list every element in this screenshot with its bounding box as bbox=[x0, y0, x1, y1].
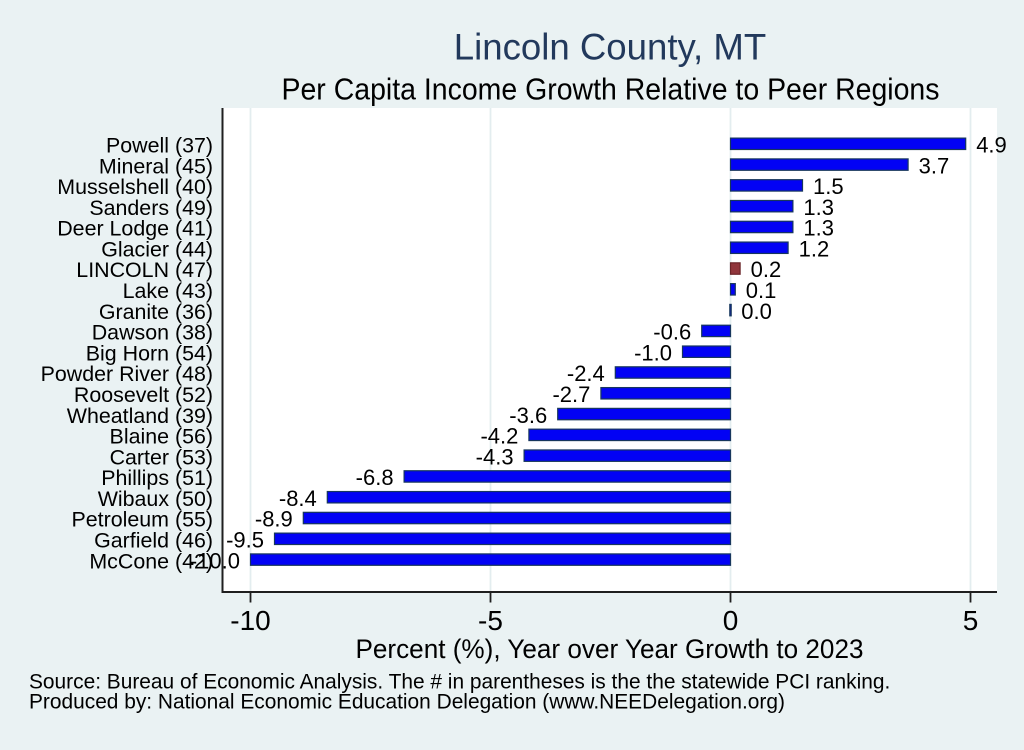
svg-text:-5: -5 bbox=[478, 605, 503, 636]
svg-text:-3.6: -3.6 bbox=[509, 403, 547, 428]
svg-text:Dawson (38): Dawson (38) bbox=[92, 321, 213, 345]
svg-text:McCone (42): McCone (42) bbox=[89, 549, 213, 573]
svg-text:Big Horn (54): Big Horn (54) bbox=[86, 341, 213, 365]
svg-text:0.1: 0.1 bbox=[746, 278, 777, 303]
svg-text:1.3: 1.3 bbox=[803, 195, 834, 220]
svg-text:1.5: 1.5 bbox=[813, 174, 844, 199]
svg-text:Sanders (49): Sanders (49) bbox=[89, 196, 213, 220]
svg-text:Powell (37): Powell (37) bbox=[106, 134, 213, 158]
svg-text:Carter (53): Carter (53) bbox=[110, 445, 213, 469]
svg-text:0.0: 0.0 bbox=[741, 299, 772, 324]
svg-text:5: 5 bbox=[963, 605, 979, 636]
svg-text:-2.7: -2.7 bbox=[552, 382, 590, 407]
svg-text:Musselshell (40): Musselshell (40) bbox=[57, 175, 213, 199]
svg-text:Powder River (48): Powder River (48) bbox=[41, 362, 213, 386]
svg-text:Blaine (56): Blaine (56) bbox=[110, 425, 213, 449]
svg-text:-6.8: -6.8 bbox=[356, 465, 394, 490]
svg-text:Wheatland (39): Wheatland (39) bbox=[67, 404, 213, 428]
svg-text:LINCOLN (47): LINCOLN (47) bbox=[76, 258, 213, 282]
svg-text:Roosevelt (52): Roosevelt (52) bbox=[74, 383, 213, 407]
svg-text:Garfield (46): Garfield (46) bbox=[94, 529, 213, 553]
svg-text:Percent (%), Year over Year Gr: Percent (%), Year over Year Growth to 20… bbox=[356, 634, 864, 664]
svg-text:0: 0 bbox=[723, 605, 739, 636]
svg-text:Per Capita Income Growth Relat: Per Capita Income Growth Relative to Pee… bbox=[282, 71, 940, 106]
svg-text:-4.3: -4.3 bbox=[476, 444, 514, 469]
svg-text:-10: -10 bbox=[230, 605, 270, 636]
svg-text:-10.0: -10.0 bbox=[190, 548, 240, 573]
svg-text:Glacier (44): Glacier (44) bbox=[101, 237, 213, 261]
svg-text:-4.2: -4.2 bbox=[480, 424, 518, 449]
svg-text:-2.4: -2.4 bbox=[567, 361, 605, 386]
svg-text:Source: Bureau of Economic Ana: Source: Bureau of Economic Analysis. The… bbox=[29, 671, 890, 694]
svg-text:-8.4: -8.4 bbox=[279, 486, 317, 511]
svg-text:0.2: 0.2 bbox=[751, 257, 782, 282]
svg-text:3.7: 3.7 bbox=[919, 153, 950, 178]
svg-text:4.9: 4.9 bbox=[976, 133, 1007, 158]
svg-text:-8.9: -8.9 bbox=[255, 507, 293, 532]
svg-text:-1.0: -1.0 bbox=[634, 340, 672, 365]
svg-text:Wibaux (50): Wibaux (50) bbox=[98, 487, 213, 511]
svg-text:Mineral (45): Mineral (45) bbox=[99, 154, 213, 178]
svg-text:-9.5: -9.5 bbox=[226, 528, 264, 553]
svg-text:-0.6: -0.6 bbox=[653, 320, 691, 345]
svg-text:Petroleum (55): Petroleum (55) bbox=[72, 508, 213, 532]
svg-text:1.2: 1.2 bbox=[799, 236, 830, 261]
svg-text:Lake (43): Lake (43) bbox=[123, 279, 213, 303]
svg-text:Produced by: National Economic: Produced by: National Economic Education… bbox=[29, 691, 785, 714]
svg-text:Lincoln County, MT: Lincoln County, MT bbox=[454, 26, 766, 67]
svg-text:Deer Lodge (41): Deer Lodge (41) bbox=[57, 217, 213, 241]
svg-text:Phillips (51): Phillips (51) bbox=[101, 466, 213, 490]
svg-text:Granite (36): Granite (36) bbox=[99, 300, 213, 324]
svg-text:1.3: 1.3 bbox=[803, 216, 834, 241]
